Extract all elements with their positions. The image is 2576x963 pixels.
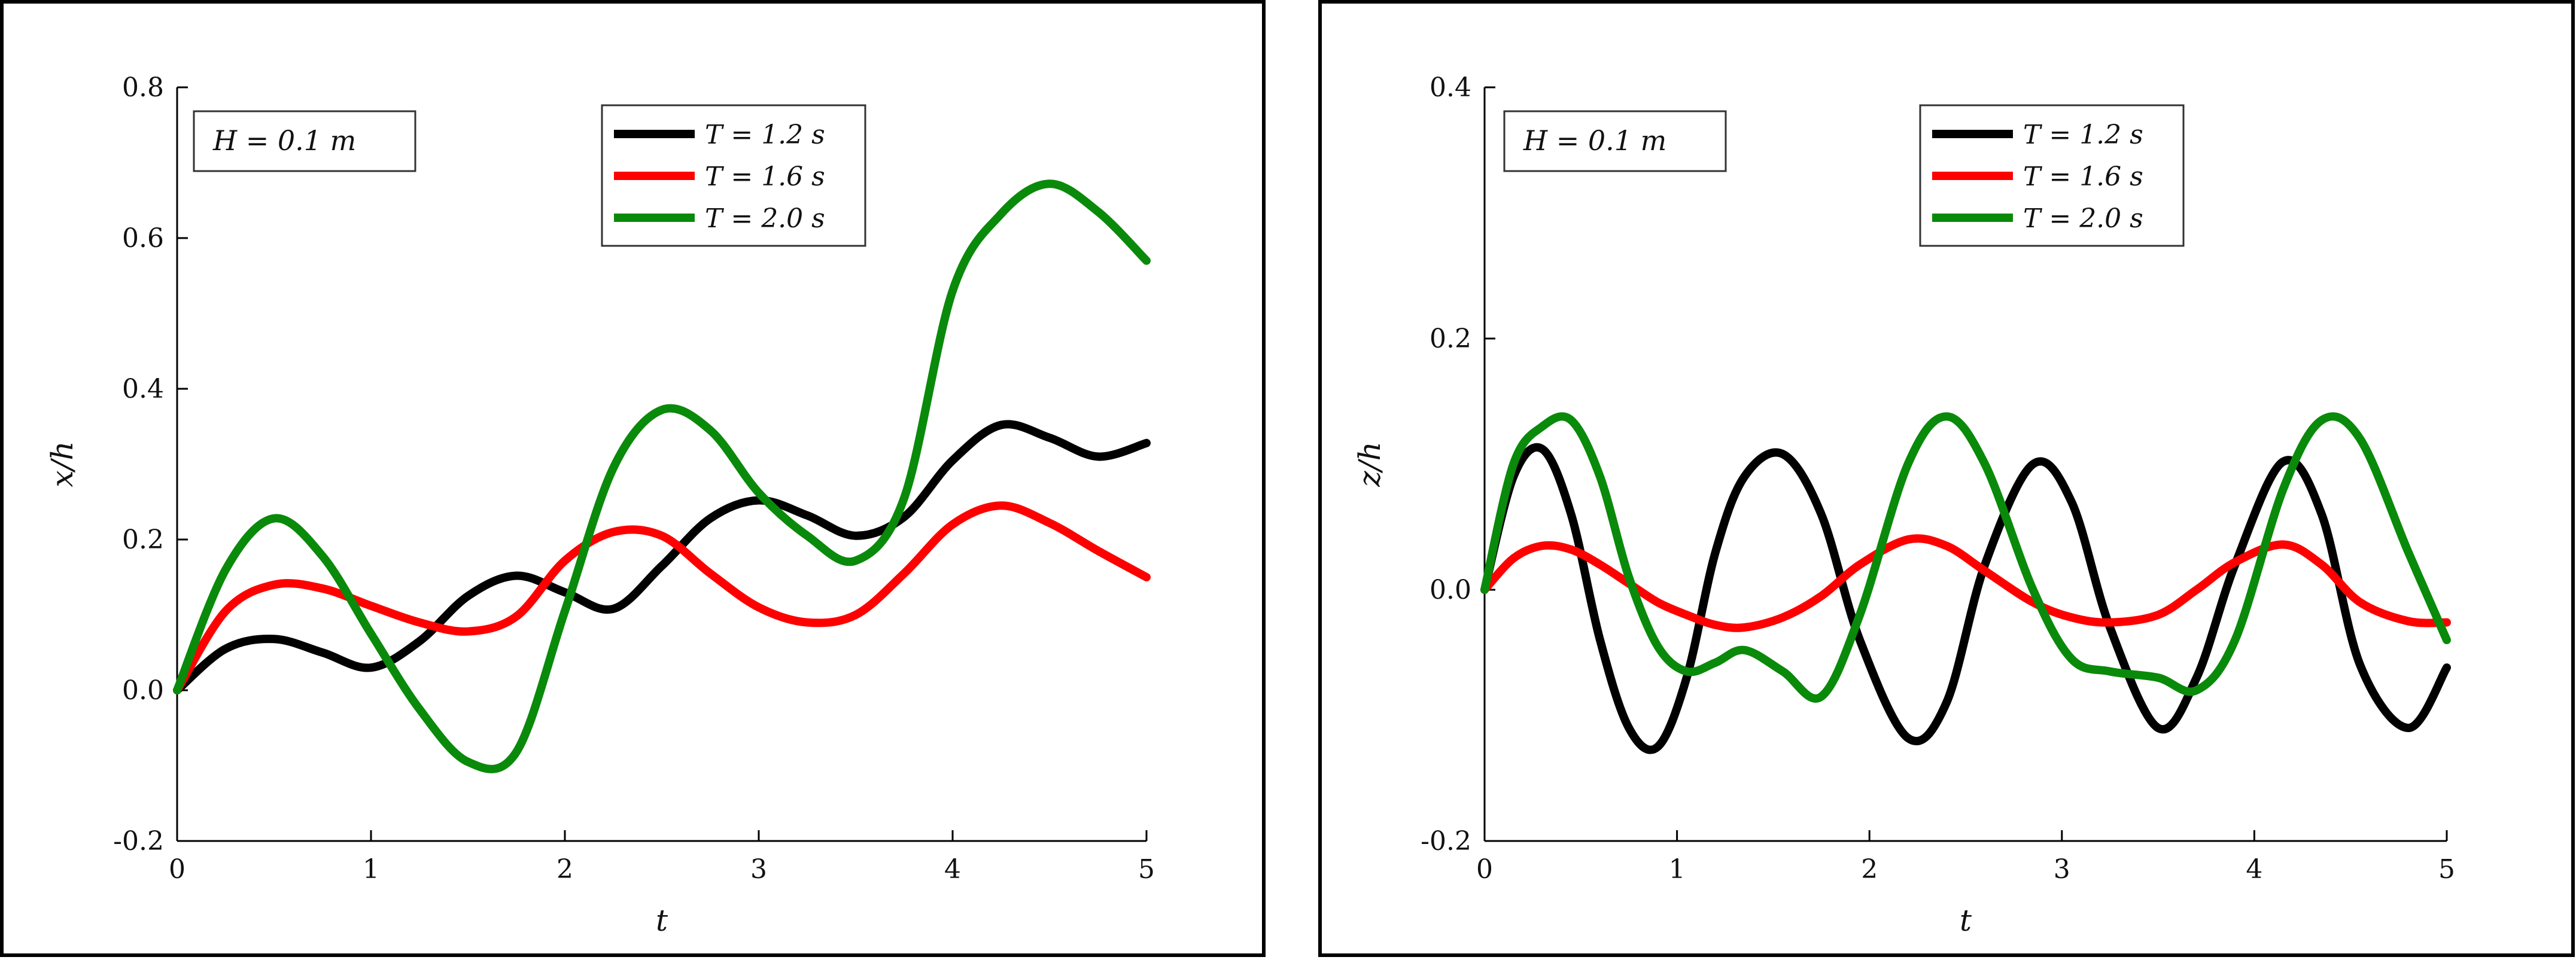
annotation-text: H = 0.1 m [1523,124,1666,157]
series-line [1480,443,2451,754]
legend-label: T = 2.0 s [2023,203,2143,234]
y-tick-label: -0.2 [1421,826,1471,857]
y-tick-label: 0.2 [1430,324,1471,354]
y-tick-label: 0.2 [122,525,164,555]
legend-label: T = 1.6 s [2023,161,2143,192]
y-tick-label: 0.8 [122,72,164,103]
x-axis-label: t [656,903,668,938]
x-tick-label: 1 [363,854,379,885]
y-tick-label: 0.0 [122,675,164,706]
y-tick-label: 0.6 [122,223,164,254]
x-tick-label: 2 [1861,854,1878,885]
legend-label: T = 1.6 s [705,161,825,192]
y-tick-label: -0.2 [113,826,164,857]
x-tick-label: 0 [169,854,185,885]
annotation-text: H = 0.1 m [212,124,356,157]
legend-label: T = 2.0 s [705,203,825,234]
x-tick-label: 4 [2246,854,2262,885]
x-tick-label: 3 [750,854,767,885]
x-tick-label: 5 [2438,854,2455,885]
y-tick-label: 0.4 [1430,72,1471,103]
series-line [1480,412,2451,703]
y-axis-label: x/h [45,441,80,487]
right-chart-panel: 0 1 2 3 4 5 -0.2 0.0 0.2 0.4 t z/h H = 0.1 m T = 1.2 … [1318,0,2575,957]
x-tick-label: 1 [1669,854,1686,885]
series-line [173,501,1151,694]
x-tick-label: 5 [1138,854,1155,885]
z-displacement-chart: 0 1 2 3 4 5 -0.2 0.0 0.2 0.4 t z/h H = 0.1 m T = 1.2 … [1352,72,2455,938]
x-tick-label: 2 [556,854,573,885]
annotation-box [193,110,416,172]
annotation-box [1503,110,1727,172]
y-tick-label: 0.4 [122,374,164,404]
x-tick-label: 3 [2054,854,2070,885]
x-displacement-chart: 0 1 2 3 4 5 -0.2 0.0 0.2 0.4 0.6 0.8 t x/h H = 0.1 m T … [45,72,1155,938]
left-chart-panel: 0 1 2 3 4 5 -0.2 0.0 0.2 0.4 0.6 0.8 t x/h H = 0.1 m T … [0,0,1266,957]
x-tick-label: 4 [944,854,961,885]
series-line [1480,534,2451,632]
legend-label: T = 1.2 s [705,120,825,150]
legend-label: T = 1.2 s [2023,120,2143,150]
x-axis-label: t [1960,903,1972,938]
x-tick-label: 0 [1476,854,1493,885]
series-line [173,179,1151,773]
series-line [173,420,1151,694]
y-tick-label: 0.0 [1430,575,1471,605]
y-axis-label: z/h [1352,441,1387,487]
